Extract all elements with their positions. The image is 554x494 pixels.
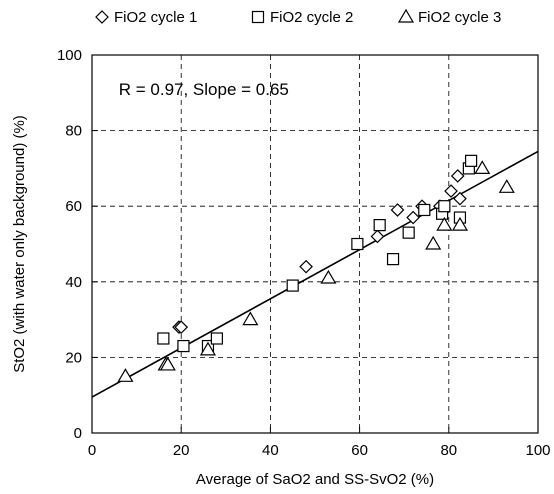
legend-marker-diamond (95, 10, 109, 24)
y-axis-label: StO2 (with water only background) (%) (11, 115, 28, 373)
gridlines (92, 55, 538, 433)
data-points (117, 154, 515, 382)
data-point-triangle (320, 269, 337, 284)
legend-label: FiO2 cycle 1 (114, 9, 197, 26)
data-point-triangle (498, 179, 515, 193)
data-point-diamond (390, 203, 405, 217)
x-tick-label: 0 (88, 442, 96, 459)
axes: 0 20 40 60 80 100 0 20 40 60 80 100 (57, 47, 551, 459)
data-point-diamond (299, 259, 313, 274)
data-point-diamond (174, 320, 189, 335)
x-tick-label: 80 (440, 442, 457, 459)
data-point-triangle (451, 216, 468, 231)
data-point-diamond (370, 229, 385, 244)
legend-marker-square (251, 10, 265, 24)
x-tick-label: 100 (525, 442, 550, 459)
data-point-square (177, 339, 190, 353)
data-point-square (438, 200, 451, 213)
y-tick-label: 20 (65, 349, 82, 366)
x-tick-label: 60 (351, 442, 368, 459)
legend: FiO2 cycle 1 FiO2 cycle 2 FiO2 cycle 3 (95, 8, 501, 26)
x-tick-label: 20 (173, 442, 190, 459)
legend-item: FiO2 cycle 1 (95, 9, 197, 26)
y-tick-label: 100 (57, 47, 82, 64)
data-point-square (157, 332, 170, 345)
data-point-square (351, 237, 364, 251)
y-tick-label: 40 (65, 274, 82, 291)
data-point-square (418, 203, 431, 217)
x-tick-label: 40 (262, 442, 279, 459)
legend-item: FiO2 cycle 2 (251, 9, 353, 26)
data-point-triangle (474, 160, 491, 174)
y-tick-label: 60 (65, 198, 82, 215)
data-point-triangle (199, 341, 217, 356)
x-axis-label: Average of SaO2 and SS-SvO2 (%) (196, 471, 434, 488)
data-point-diamond (450, 169, 465, 183)
data-point-triangle (425, 235, 442, 250)
data-point-square (373, 219, 386, 232)
data-point-square (210, 332, 223, 345)
data-point-triangle (159, 356, 176, 371)
legend-item: FiO2 cycle 3 (397, 8, 501, 26)
legend-label: FiO2 cycle 3 (418, 9, 501, 26)
regression-line (91, 150, 539, 398)
data-point-square (286, 279, 299, 292)
data-point-square (402, 226, 415, 239)
legend-label: FiO2 cycle 2 (270, 9, 353, 26)
stats-annotation: R = 0.97, Slope = 0.65 (119, 80, 289, 99)
data-point-diamond (406, 210, 420, 225)
data-point-triangle (242, 311, 259, 326)
y-tick-label: 80 (65, 123, 82, 140)
data-point-triangle (117, 368, 134, 382)
data-point-square (386, 253, 400, 266)
y-tick-label: 0 (74, 425, 82, 442)
data-point-diamond (444, 184, 458, 198)
plot-area (91, 54, 539, 434)
data-point-diamond (453, 191, 467, 206)
data-point-triangle (436, 216, 453, 231)
legend-marker-triangle (397, 8, 415, 23)
data-point-square (465, 154, 478, 167)
